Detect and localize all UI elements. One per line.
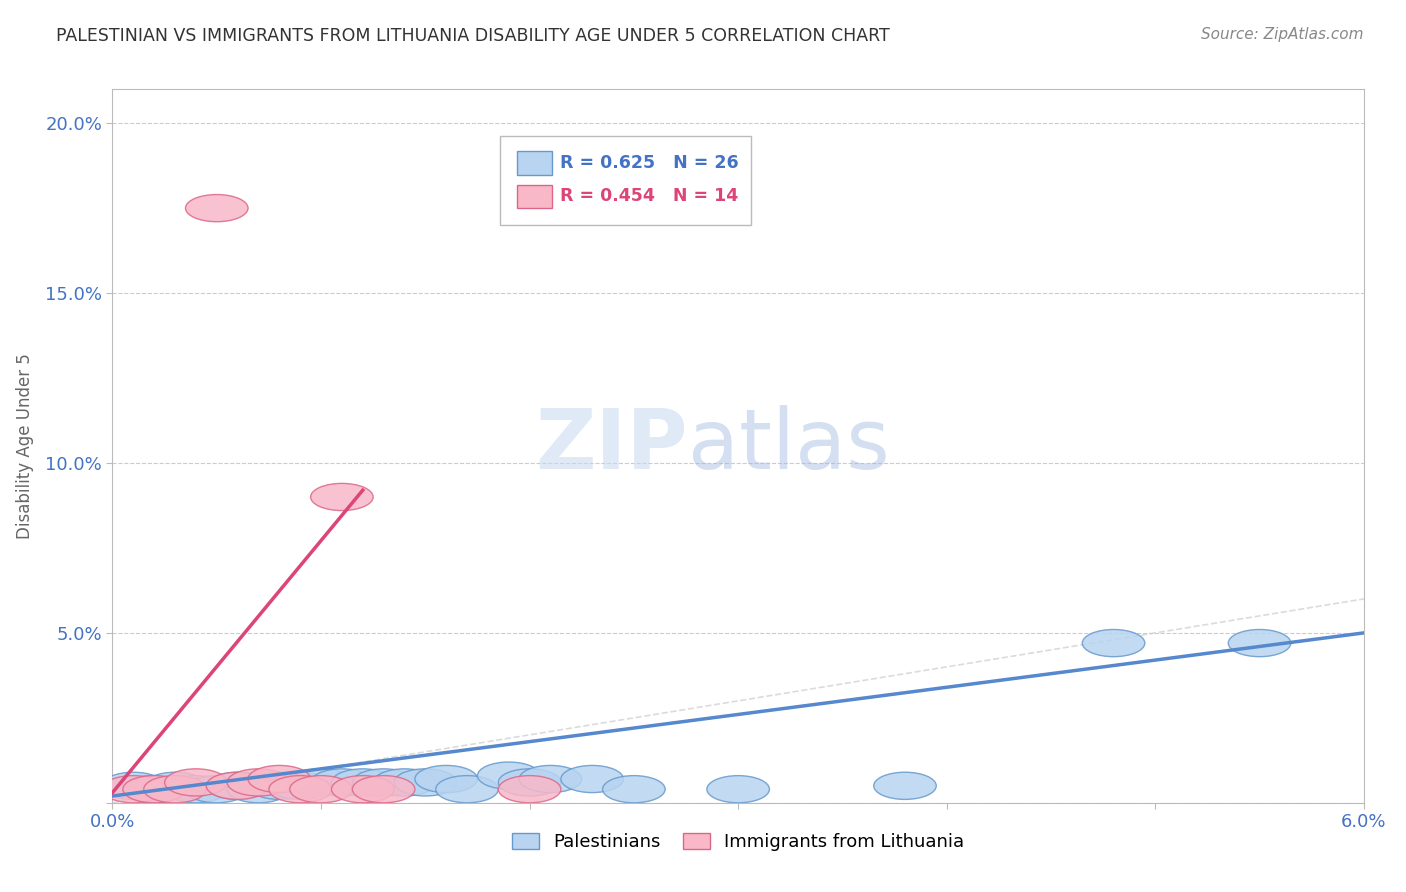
Ellipse shape	[143, 776, 207, 803]
Ellipse shape	[415, 765, 478, 793]
FancyBboxPatch shape	[501, 136, 751, 225]
Ellipse shape	[269, 776, 332, 803]
Ellipse shape	[207, 772, 269, 799]
Ellipse shape	[373, 769, 436, 796]
Y-axis label: Disability Age Under 5: Disability Age Under 5	[15, 353, 34, 539]
Ellipse shape	[561, 765, 623, 793]
Ellipse shape	[873, 772, 936, 799]
Ellipse shape	[207, 772, 269, 799]
Ellipse shape	[311, 483, 373, 510]
Ellipse shape	[353, 776, 415, 803]
Ellipse shape	[332, 769, 394, 796]
Ellipse shape	[247, 765, 311, 793]
Ellipse shape	[707, 776, 769, 803]
Text: R = 0.625   N = 26: R = 0.625 N = 26	[561, 153, 740, 171]
Ellipse shape	[186, 776, 247, 803]
Ellipse shape	[228, 769, 290, 796]
Ellipse shape	[186, 194, 247, 222]
Ellipse shape	[498, 769, 561, 796]
FancyBboxPatch shape	[516, 152, 551, 175]
Text: atlas: atlas	[688, 406, 890, 486]
Ellipse shape	[290, 776, 353, 803]
Ellipse shape	[332, 776, 394, 803]
Text: R = 0.454   N = 14: R = 0.454 N = 14	[561, 187, 738, 205]
Ellipse shape	[122, 776, 186, 803]
Ellipse shape	[1229, 630, 1291, 657]
Ellipse shape	[478, 762, 540, 789]
Ellipse shape	[436, 776, 498, 803]
Ellipse shape	[353, 769, 415, 796]
Text: PALESTINIAN VS IMMIGRANTS FROM LITHUANIA DISABILITY AGE UNDER 5 CORRELATION CHAR: PALESTINIAN VS IMMIGRANTS FROM LITHUANIA…	[56, 27, 890, 45]
Ellipse shape	[165, 776, 228, 803]
Ellipse shape	[394, 769, 457, 796]
Ellipse shape	[1083, 630, 1144, 657]
Ellipse shape	[122, 776, 186, 803]
Ellipse shape	[143, 772, 207, 799]
Text: Source: ZipAtlas.com: Source: ZipAtlas.com	[1201, 27, 1364, 42]
Ellipse shape	[290, 769, 353, 796]
Ellipse shape	[269, 772, 332, 799]
Ellipse shape	[103, 772, 165, 799]
Ellipse shape	[165, 769, 228, 796]
Ellipse shape	[498, 776, 561, 803]
Ellipse shape	[103, 776, 165, 803]
Ellipse shape	[228, 776, 290, 803]
Ellipse shape	[247, 772, 311, 799]
Text: ZIP: ZIP	[536, 406, 688, 486]
Ellipse shape	[519, 765, 582, 793]
Legend: Palestinians, Immigrants from Lithuania: Palestinians, Immigrants from Lithuania	[505, 825, 972, 858]
Ellipse shape	[603, 776, 665, 803]
Ellipse shape	[311, 769, 373, 796]
FancyBboxPatch shape	[516, 185, 551, 209]
